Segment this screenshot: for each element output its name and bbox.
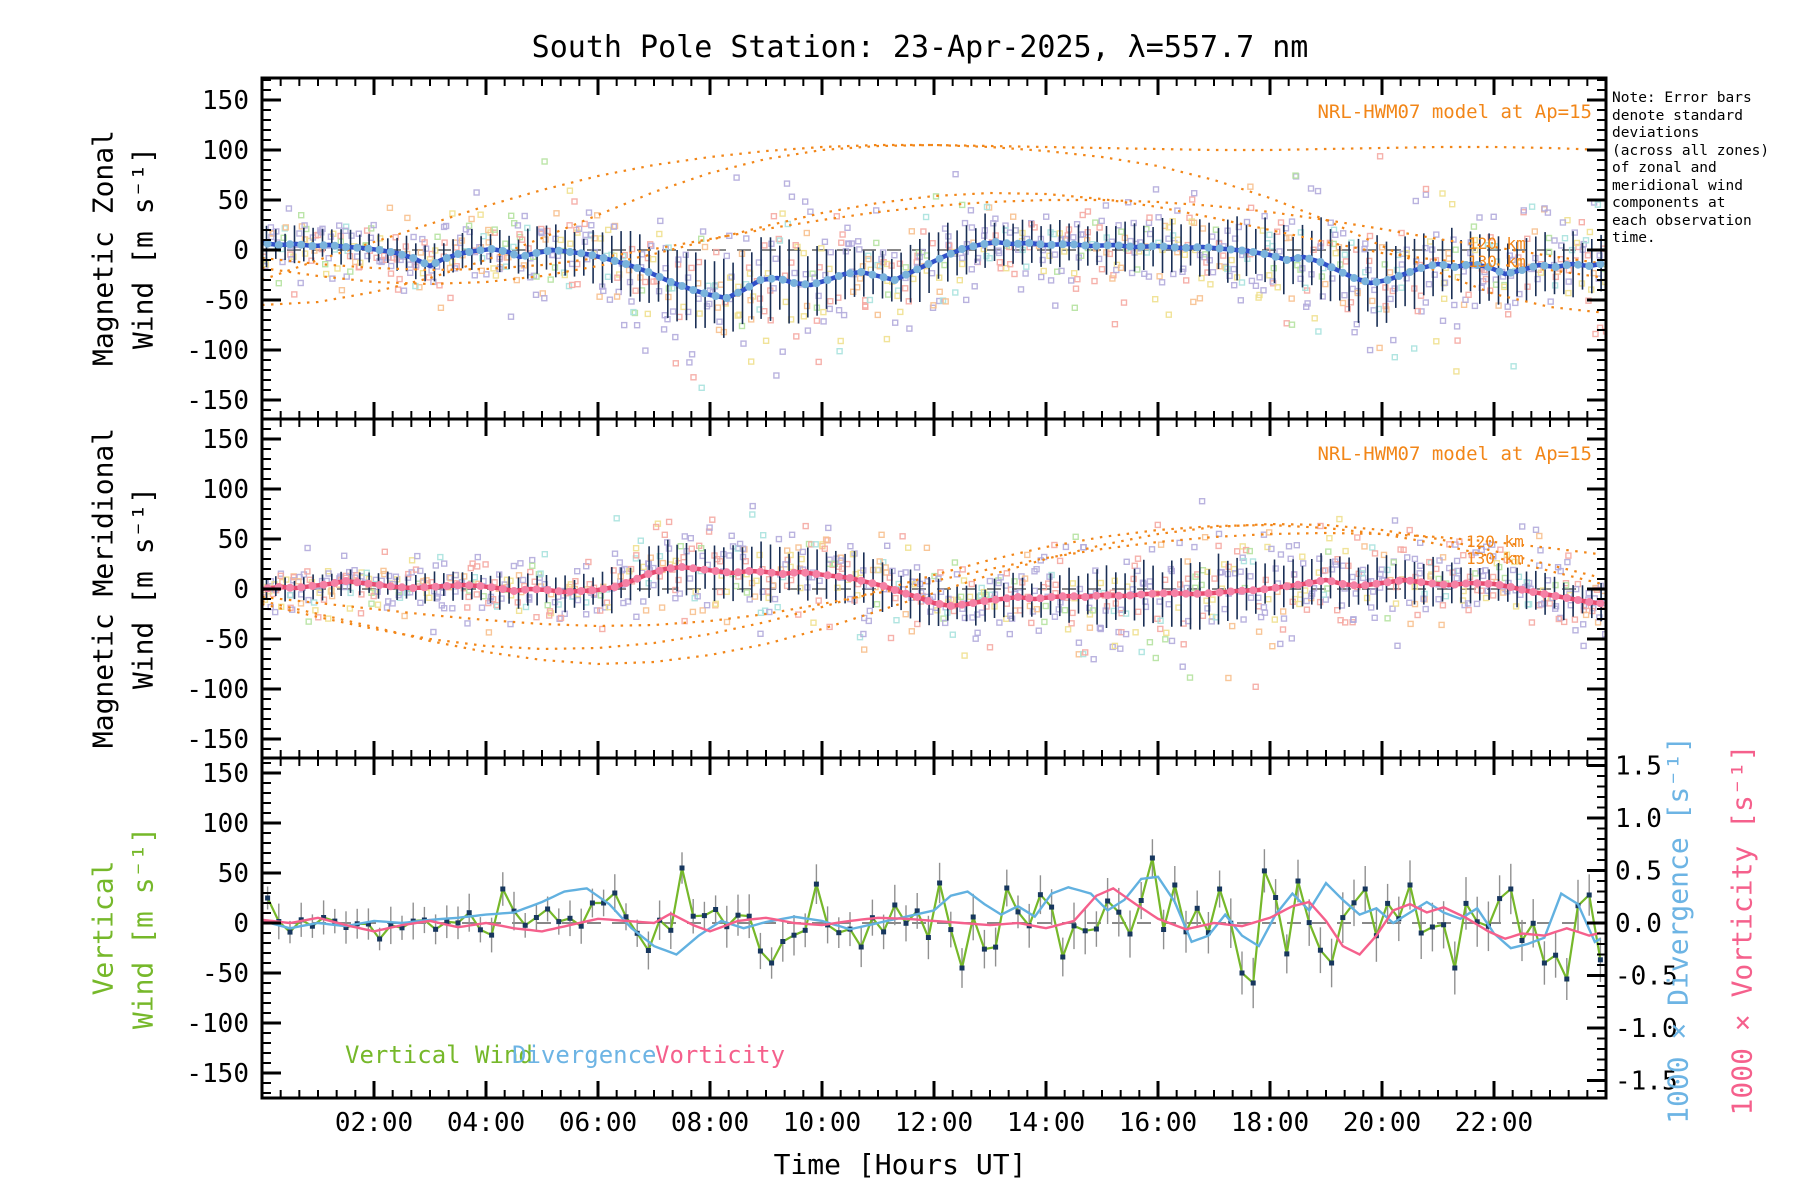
vorticity-axis-label: 1000 × Vorticity [s⁻¹]	[1725, 744, 1759, 1116]
legend-divergence: Divergence	[512, 1041, 657, 1069]
vertical-ylabel-line2: Wind [m s⁻¹]	[126, 826, 160, 1030]
meridional-model-annotation: NRL-HWM07 model at Ap=15	[1317, 443, 1592, 465]
xtick-label: 20:00	[1343, 1108, 1421, 1138]
magnetic_zonal_wind-markers	[263, 238, 1605, 302]
legend-vertical-wind: Vertical Wind	[345, 1041, 533, 1069]
ytick-label: 150	[202, 759, 249, 789]
ytick-label: -100	[186, 1009, 249, 1039]
zonal-model-annotation: NRL-HWM07 model at Ap=15	[1317, 101, 1592, 123]
axes	[260, 76, 1608, 1100]
chart-title: South Pole Station: 23-Apr-2025, λ=557.7…	[531, 30, 1309, 65]
right-ytick-label: -0.5	[1615, 962, 1678, 992]
xtick-label: 02:00	[335, 1108, 413, 1138]
ytick-label: 150	[202, 425, 249, 455]
meridional-altitude-label-130km: 130 km	[1466, 549, 1524, 568]
xtick-label: 06:00	[559, 1108, 637, 1138]
ytick-label: 150	[202, 86, 249, 116]
ytick-label: -50	[202, 625, 249, 655]
note-line: Note: Error bars	[1612, 90, 1752, 106]
meridional-ylabel-line1: Magnetic Meridional	[86, 427, 120, 749]
ytick-label: 50	[218, 186, 249, 216]
note-line: components at	[1612, 195, 1726, 211]
model-curve-hwm07_secondary	[263, 143, 1601, 281]
xtick-label: 16:00	[1119, 1108, 1197, 1138]
zonal-ylabel-line1: Magnetic Zonal	[86, 129, 120, 367]
ytick-label: -50	[202, 959, 249, 989]
model-curve-hwm07_high_amplitude	[263, 143, 1601, 314]
divergence-line	[263, 875, 1601, 956]
x-axis-title: Time [Hours UT]	[773, 1148, 1027, 1181]
zonal-ylabel-line2: Wind [m s⁻¹]	[126, 146, 160, 350]
panel-zonal	[263, 143, 1605, 391]
xtick-label: 04:00	[447, 1108, 525, 1138]
vorticity-line	[263, 887, 1601, 956]
ytick-label: -100	[186, 336, 249, 366]
zonal-altitude-label-130km: 130 km	[1468, 252, 1526, 271]
model-curve-hwm07_130km	[263, 523, 1601, 651]
ytick-label: 100	[202, 809, 249, 839]
xtick-label: 12:00	[895, 1108, 973, 1138]
ytick-label: 100	[202, 475, 249, 505]
note-line: deviations	[1612, 125, 1700, 141]
magnetic_meridional_wind-markers	[263, 563, 1605, 610]
note-line: meridional wind	[1612, 177, 1743, 194]
ytick-label: -50	[202, 286, 249, 316]
ytick-label: 0	[233, 236, 249, 266]
panel-vertical	[263, 839, 1605, 1009]
right-ytick-label: -1.0	[1615, 1014, 1678, 1044]
ytick-label: 0	[233, 909, 249, 939]
note-line: denote standard	[1612, 107, 1743, 124]
ytick-label: -150	[186, 1059, 249, 1089]
divergence-axis-label: 1000 × Divergence [s⁻¹]	[1661, 736, 1695, 1124]
ytick-label: 100	[202, 136, 249, 166]
zonal-altitude-label-120km: 120 km	[1468, 234, 1526, 253]
meridional-ylabel-line2: Wind [m s⁻¹]	[126, 486, 160, 690]
note-line: of zonal and	[1612, 160, 1717, 176]
right-ytick-label: 1.0	[1615, 804, 1662, 834]
right-ytick-label: 0.5	[1615, 857, 1662, 887]
xtick-label: 14:00	[1007, 1108, 1085, 1138]
xtick-label: 08:00	[671, 1108, 749, 1138]
ytick-label: 0	[233, 575, 249, 605]
right-ytick-label: -1.5	[1615, 1067, 1678, 1097]
right-ytick-label: 1.5	[1615, 752, 1662, 782]
note-text: Note: Error bars denote standard deviation…	[1612, 90, 1798, 248]
xtick-label: 10:00	[783, 1108, 861, 1138]
vertical-ylabel-line1: Vertical	[86, 860, 120, 996]
ytick-label: -150	[186, 386, 249, 416]
xtick-label: 18:00	[1231, 1108, 1309, 1138]
legend-vorticity: Vorticity	[655, 1041, 786, 1069]
panel-meridional	[263, 498, 1605, 690]
ytick-label: 50	[218, 525, 249, 555]
ytick-label: -150	[186, 725, 249, 755]
note-line: (across all zones)	[1612, 142, 1770, 159]
ytick-label: 50	[218, 859, 249, 889]
meridional-altitude-label-120km: 120 km	[1466, 532, 1524, 551]
tick-labels: 150 100 50 0 -50 -100 -150 150 100 50 0 -50 -100 -150…	[186, 86, 1677, 1138]
note-line: time.	[1612, 230, 1656, 246]
note-line: each observation	[1612, 212, 1752, 229]
model-curve-hwm07_high_amplitude	[263, 522, 1601, 666]
right-ytick-label: 0.0	[1615, 909, 1662, 939]
xtick-label: 22:00	[1455, 1108, 1533, 1138]
ytick-label: -100	[186, 675, 249, 705]
